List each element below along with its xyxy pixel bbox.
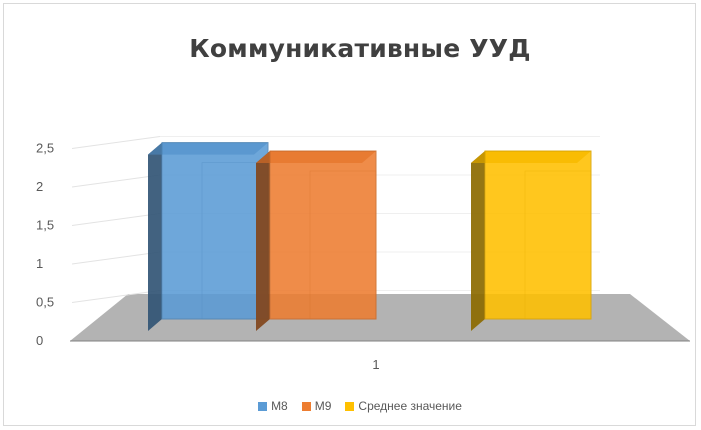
chart-title: Коммуникативные УУД [189, 34, 531, 63]
legend-item-m8: М8 [258, 399, 288, 413]
bar-side-1 [148, 142, 162, 331]
legend-item-average: Среднее значение [345, 399, 462, 413]
gridline-left [71, 136, 161, 149]
bar-inner-edge-2 [309, 170, 377, 320]
y-tick-label: 0 [36, 333, 43, 348]
bar-side-2 [256, 151, 270, 331]
y-tick-label: 1,5 [36, 218, 54, 233]
y-tick-label: 0,5 [36, 295, 54, 310]
legend-swatch-m8 [258, 401, 268, 411]
gridline-left [71, 251, 161, 265]
y-tick-label: 1 [36, 256, 43, 271]
legend-label-average: Среднее значение [358, 399, 462, 413]
gridline-left [71, 213, 161, 226]
legend-label-m8: М8 [271, 399, 288, 413]
bar-1 [161, 142, 269, 320]
legend-item-m9: М9 [301, 399, 332, 413]
x-category-label: 1 [372, 357, 379, 372]
bar-inner-edge-3 [524, 170, 592, 320]
gridline-left [71, 174, 161, 188]
y-tick-label: 2 [36, 179, 43, 194]
legend-label-m9: М9 [314, 399, 332, 413]
bar-side-3 [471, 151, 485, 331]
gridline-left [71, 290, 161, 303]
legend-swatch-m9 [301, 401, 311, 411]
bar-2 [269, 150, 377, 320]
legend-swatch-average [345, 401, 355, 411]
y-tick-label: 2,5 [36, 141, 54, 156]
bar-3 [484, 150, 592, 320]
legend: М8 М9 Среднее значение [0, 399, 701, 413]
